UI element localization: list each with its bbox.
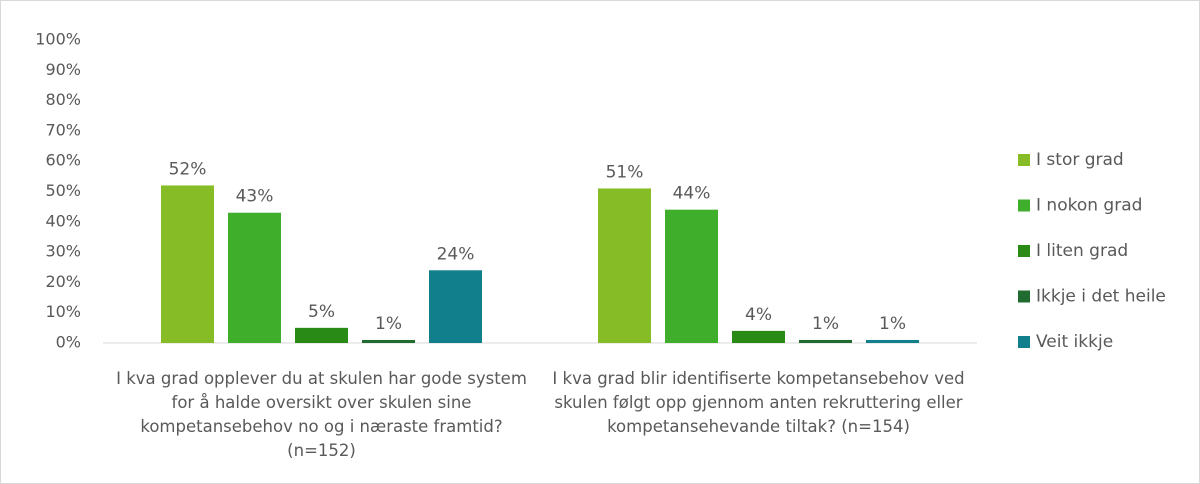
- y-tick-label: 70%: [45, 120, 81, 139]
- bar: [161, 185, 214, 343]
- data-label: 44%: [673, 184, 711, 204]
- bar: [429, 270, 482, 343]
- bar: [295, 327, 348, 343]
- data-label: 1%: [375, 314, 402, 334]
- bar: [665, 209, 718, 343]
- bar: [799, 339, 852, 343]
- bar: [228, 212, 281, 343]
- bar: [866, 339, 919, 343]
- bar: [362, 339, 415, 343]
- legend-label: I liten grad: [1036, 241, 1128, 261]
- y-tick-label: 20%: [45, 272, 81, 291]
- y-tick-label: 50%: [45, 181, 81, 200]
- y-tick-label: 100%: [35, 30, 81, 49]
- legend-label: Ikkje i det heile: [1036, 287, 1166, 307]
- y-tick-label: 10%: [45, 302, 81, 321]
- bar: [732, 330, 785, 343]
- legend-label: I stor grad: [1036, 150, 1124, 170]
- data-label: 1%: [812, 314, 839, 334]
- data-label: 52%: [169, 159, 207, 179]
- y-tick-label: 90%: [45, 60, 81, 79]
- y-tick-label: 60%: [45, 151, 81, 170]
- data-label: 51%: [606, 162, 644, 182]
- x-tick-label: I kva grad blir identifiserte kompetanse…: [552, 369, 965, 436]
- data-label: 1%: [879, 314, 906, 334]
- legend-swatch: [1018, 199, 1030, 212]
- y-tick-label: 30%: [45, 242, 81, 261]
- legend-swatch: [1018, 154, 1030, 166]
- y-tick-label: 0%: [56, 333, 81, 352]
- legend-swatch: [1018, 290, 1030, 303]
- data-label: 4%: [745, 305, 772, 325]
- legend-swatch: [1018, 245, 1030, 257]
- legend-label: I nokon grad: [1036, 196, 1142, 216]
- legend-swatch: [1018, 336, 1030, 348]
- x-tick-label: I kva grad opplever du at skulen har god…: [116, 369, 527, 460]
- legend-label: Veit ikkje: [1036, 332, 1113, 352]
- data-label: 24%: [437, 244, 475, 264]
- y-tick-label: 40%: [45, 211, 81, 230]
- data-label: 5%: [308, 302, 335, 322]
- data-label: 43%: [236, 187, 274, 207]
- bar: [598, 188, 651, 343]
- y-tick-label: 80%: [45, 90, 81, 109]
